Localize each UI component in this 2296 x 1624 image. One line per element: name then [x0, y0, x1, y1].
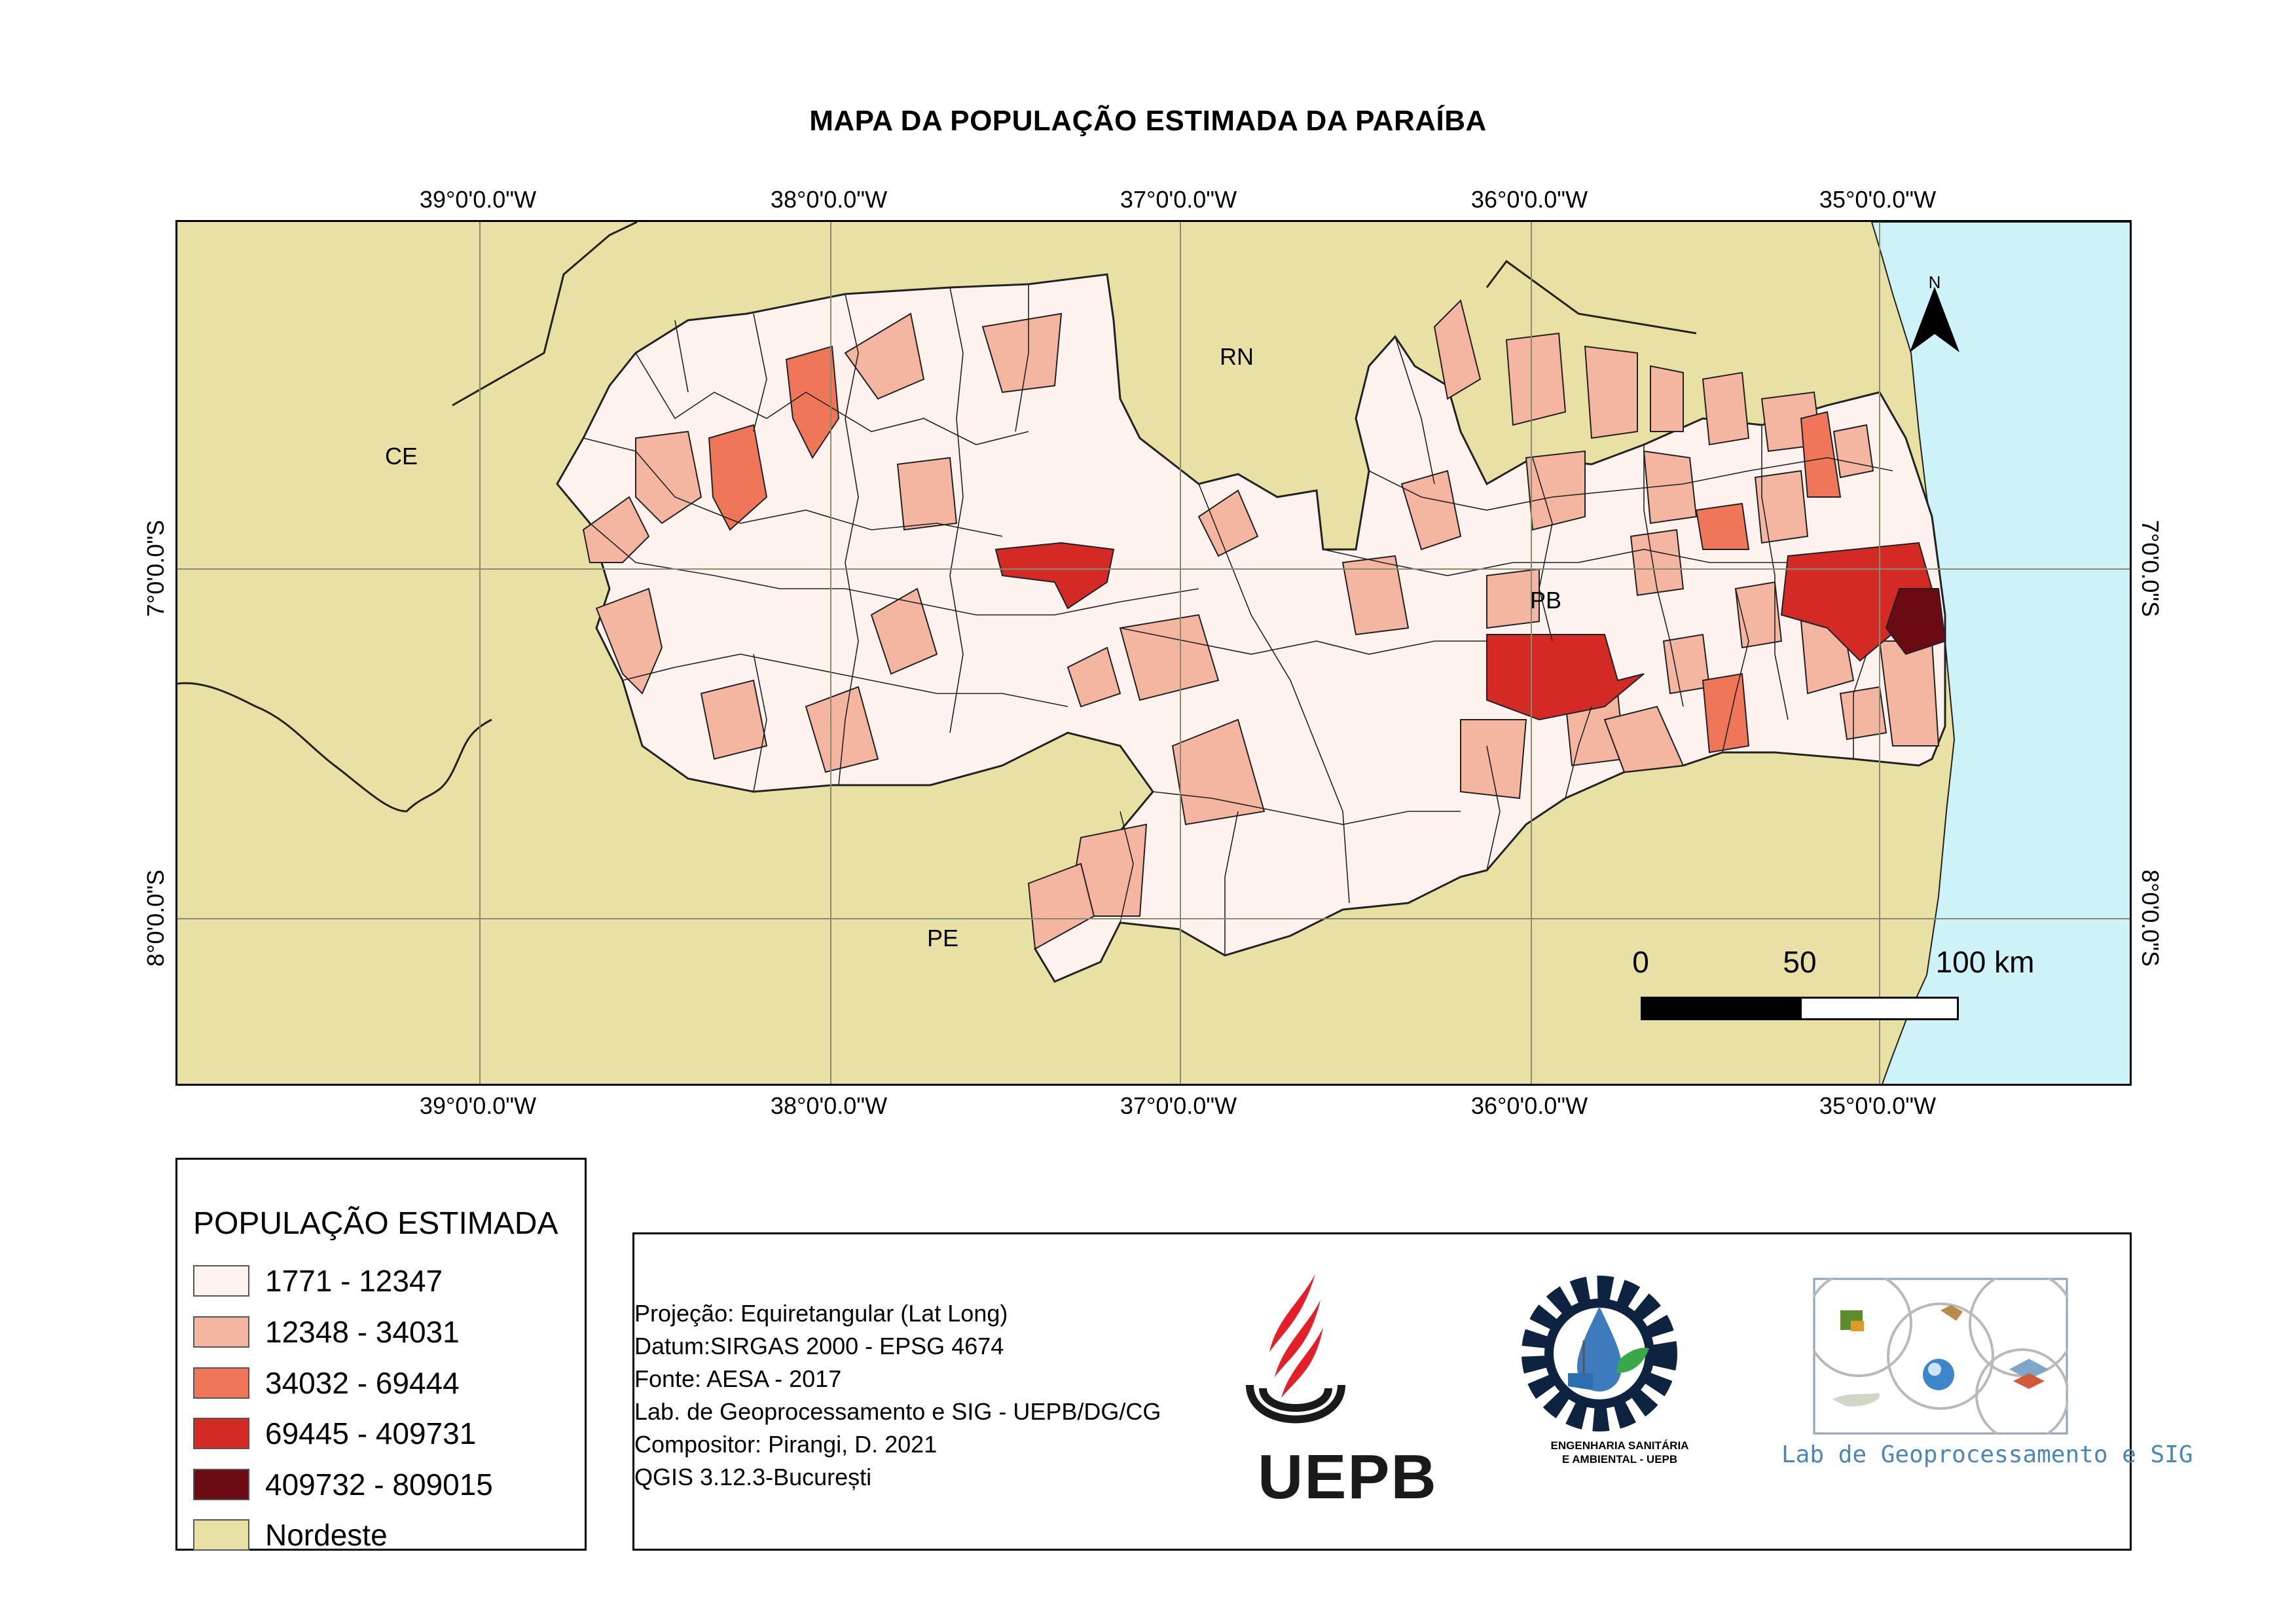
legend-label: 12348 - 34031 [265, 1315, 460, 1349]
lab-geoprocessing-logo-icon [1813, 1278, 2068, 1435]
scale-label-0: 0 [1632, 945, 1649, 979]
region-label-pe: PE [926, 925, 959, 951]
esa-logo-text-line: E AMBIENTAL - UEPB [1561, 1453, 1678, 1466]
ocean [1870, 222, 2130, 1084]
north-arrow-icon [1910, 287, 1959, 352]
longitude-label-top: 38°0'0.0"W [770, 186, 888, 213]
longitude-label-top: 37°0'0.0"W [1120, 186, 1237, 213]
scale-label-50: 50 [1783, 945, 1817, 979]
credit-composer: Compositor: Pirangi, D. 2021 [634, 1431, 938, 1458]
legend-swatch [193, 1316, 249, 1348]
latitude-label-right: 7°0'0.0"S [2137, 519, 2164, 618]
credit-datum: Datum:SIRGAS 2000 - EPSG 4674 [634, 1333, 1004, 1359]
class-5-municipality [1885, 588, 1946, 655]
legend-label: 69445 - 409731 [265, 1416, 477, 1450]
latitude-label-left: 7°0'0.0"S [142, 519, 169, 618]
graticule-lines [177, 222, 2130, 1084]
map-frame[interactable]: CE RN PB PE [175, 220, 2132, 1086]
legend-item: 12348 - 34031 [193, 1312, 460, 1352]
lab-logo-text: Lab de Geoprocessamento e SIG [1781, 1441, 2193, 1468]
legend-title: POPULAÇÃO ESTIMADA [193, 1206, 558, 1241]
legend-item: Nordeste [193, 1515, 388, 1555]
region-label-pb: PB [1529, 587, 1562, 614]
legend-label: 1771 - 12347 [265, 1264, 443, 1298]
credits-box: Projeção: Equiretangular (Lat Long) Datu… [632, 1232, 2193, 1551]
latitude-label-right: 8°0'0.0"S [2137, 869, 2164, 967]
credit-lab: Lab. de Geoprocessamento e SIG - UEPB/DG… [634, 1398, 1161, 1425]
legend-item: 1771 - 12347 [193, 1261, 443, 1301]
latitude-label-left: 8°0'0.0"S [142, 869, 169, 967]
legend-label: Nordeste [265, 1518, 388, 1552]
legend-label: 409732 - 809015 [265, 1467, 493, 1502]
longitude-label-bottom: 39°0'0.0"W [419, 1092, 537, 1119]
longitude-label-top: 36°0'0.0"W [1470, 186, 1588, 213]
legend-item: 34032 - 69444 [193, 1363, 460, 1403]
credit-source: Fonte: AESA - 2017 [634, 1365, 842, 1392]
legend-swatch [193, 1265, 249, 1297]
legend-swatch [193, 1519, 249, 1551]
legend-item: 409732 - 809015 [193, 1465, 493, 1504]
longitude-label-top: 35°0'0.0"W [1819, 186, 1937, 213]
esa-logo-text: ENGENHARIA SANITÁRIA E AMBIENTAL - UEPB [1515, 1439, 1724, 1466]
legend-item: 69445 - 409731 [193, 1414, 476, 1453]
esa-gear-logo-icon [1522, 1276, 1677, 1431]
legend-swatch [193, 1469, 249, 1500]
longitude-label-bottom: 38°0'0.0"W [770, 1092, 888, 1119]
legend-swatch [193, 1367, 249, 1399]
uepb-flame-logo-icon [1246, 1274, 1345, 1424]
scale-label-100: 100 km [1935, 945, 2035, 979]
legend: POPULAÇÃO ESTIMADA 1771 - 12347 12348 - … [175, 1158, 587, 1552]
legend-label: 34032 - 69444 [265, 1366, 460, 1400]
longitude-label-bottom: 36°0'0.0"W [1470, 1092, 1588, 1119]
map-canvas [177, 222, 2130, 1084]
longitude-label-top: 39°0'0.0"W [419, 186, 537, 213]
esa-logo-text-line: ENGENHARIA SANITÁRIA [1550, 1439, 1689, 1452]
credit-projection: Projeção: Equiretangular (Lat Long) [634, 1300, 1008, 1327]
class-3-municipalities [708, 345, 1842, 754]
map-title: MAPA DA POPULAÇÃO ESTIMADA DA PARAÍBA [809, 105, 1487, 137]
north-arrow-letter: N [1928, 272, 1941, 292]
legend-swatch [193, 1418, 249, 1449]
longitude-label-bottom: 37°0'0.0"W [1120, 1092, 1237, 1119]
region-label-ce: CE [384, 443, 418, 470]
credit-software: QGIS 3.12.3-București [634, 1464, 872, 1490]
uepb-logo-text: UEPB [1258, 1442, 1438, 1512]
credit-lines: Projeção: Equiretangular (Lat Long) Datu… [634, 1297, 1161, 1494]
scale-bar [1641, 997, 1959, 1020]
region-label-rn: RN [1220, 343, 1254, 370]
municipality-borders [583, 284, 1893, 955]
longitude-label-bottom: 35°0'0.0"W [1819, 1092, 1937, 1119]
